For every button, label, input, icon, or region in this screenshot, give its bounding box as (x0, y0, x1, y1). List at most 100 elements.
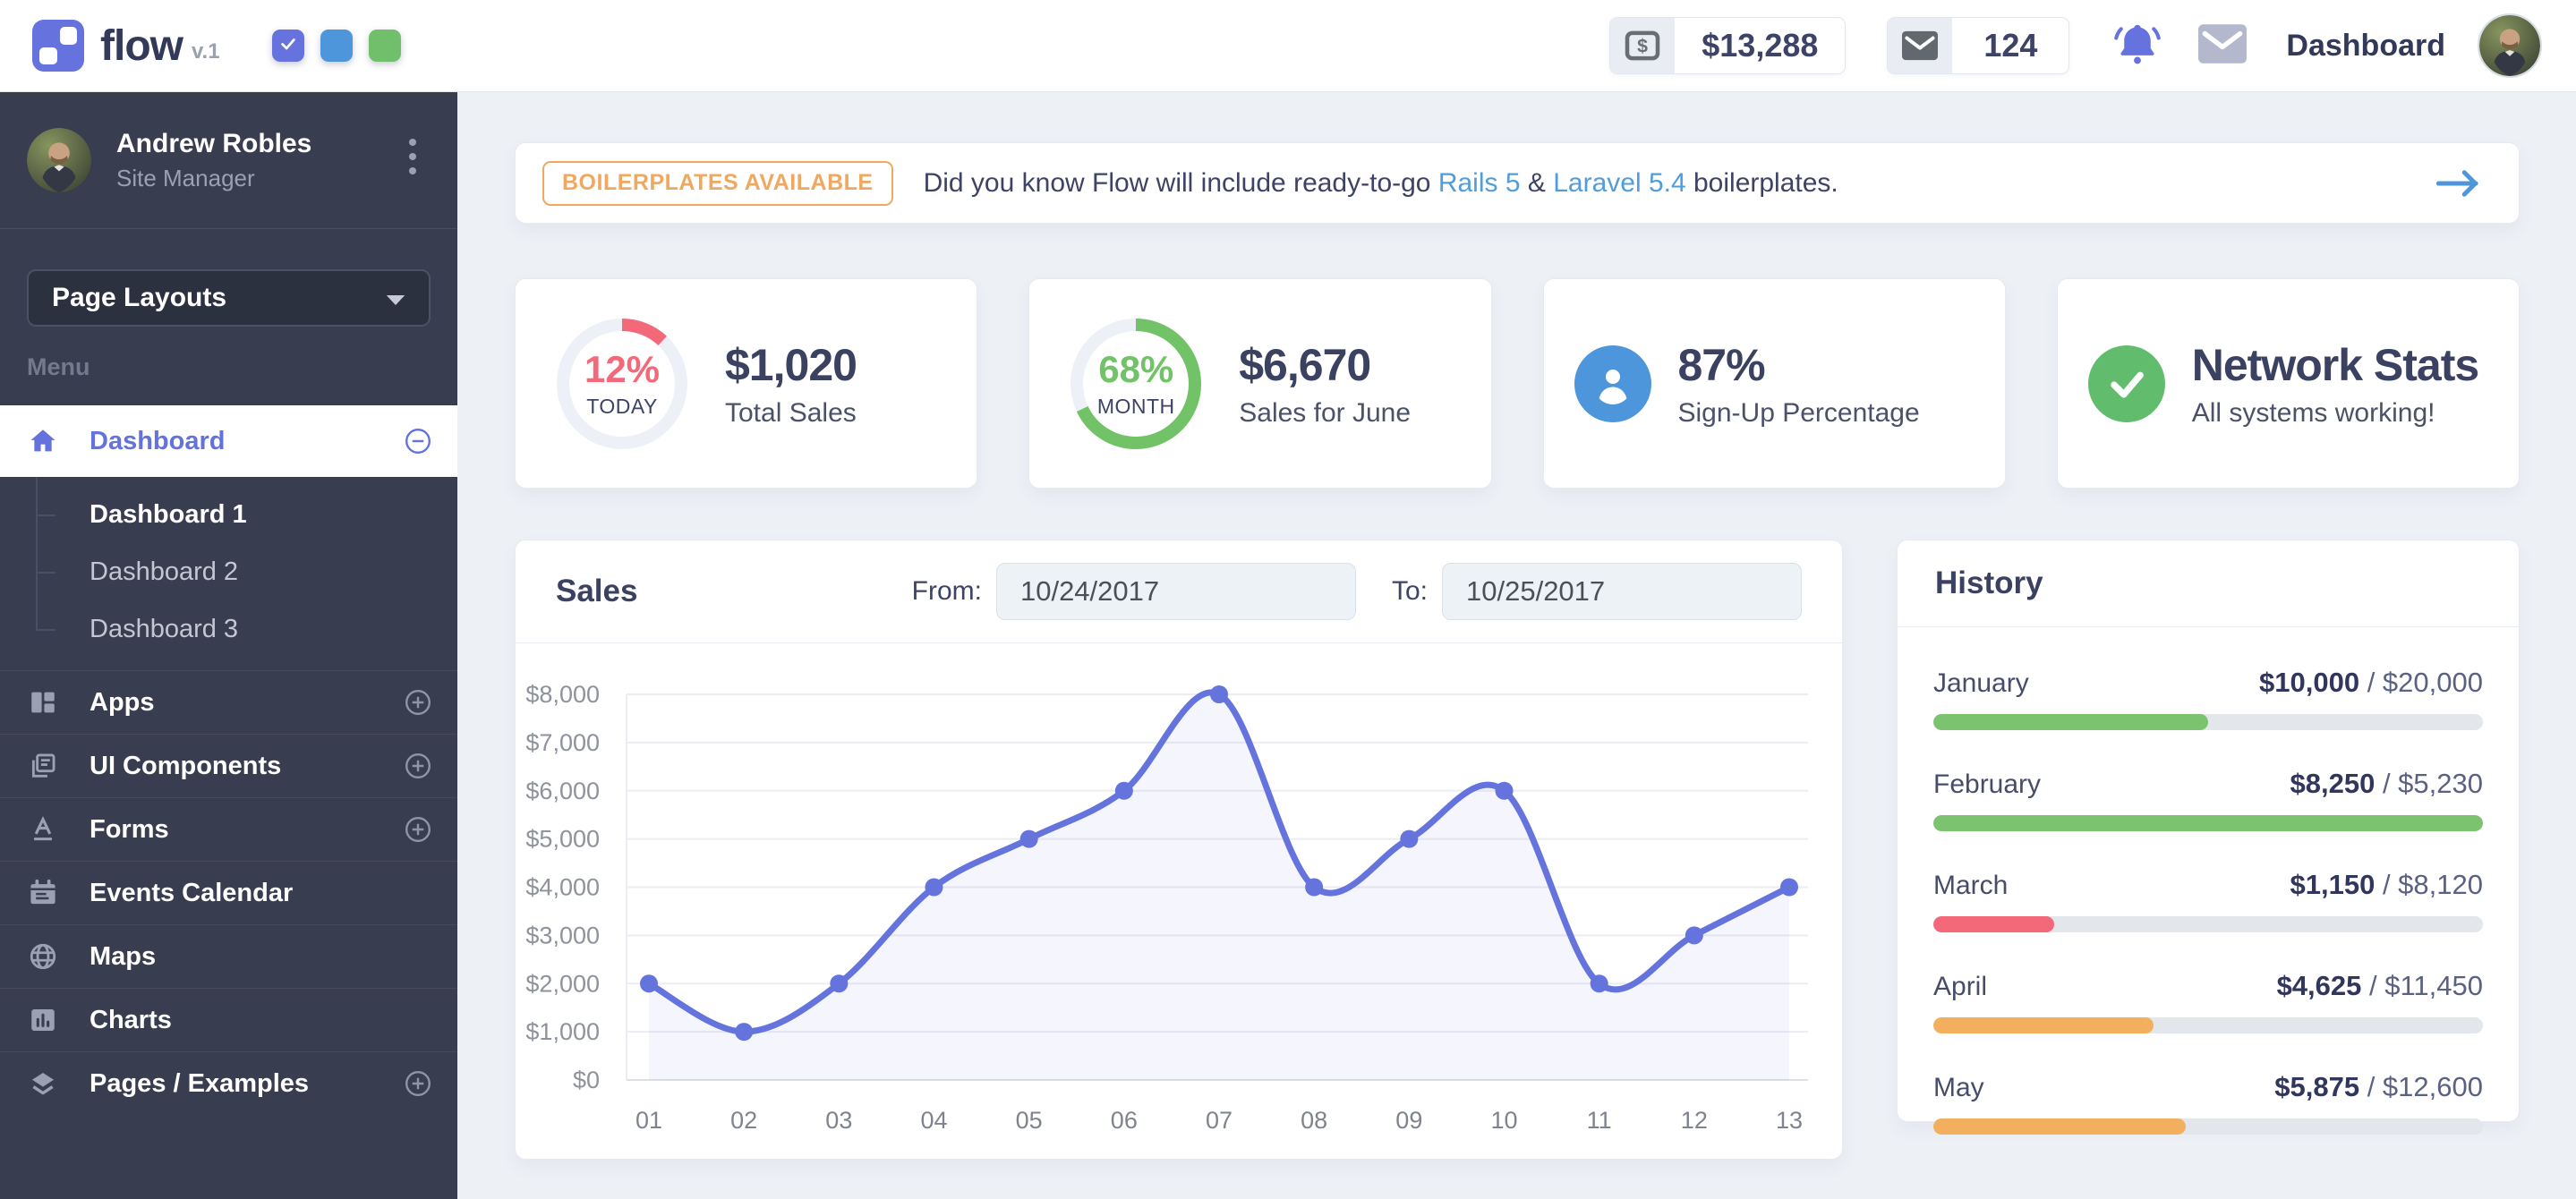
sidebar-item-dashboard-3[interactable]: Dashboard 3 (0, 600, 457, 658)
submenu-dashboard: Dashboard 1 Dashboard 2 Dashboard 3 (0, 477, 457, 670)
sidebar-item-pages-examples[interactable]: Pages / Examples (0, 1051, 457, 1115)
svg-text:07: 07 (1206, 1107, 1233, 1134)
menu-item-label: Maps (90, 941, 157, 971)
sidebar: Andrew Robles Site Manager Page Layouts … (0, 92, 457, 1199)
inbox-envelope-icon[interactable] (2198, 23, 2248, 68)
svg-text:$2,000: $2,000 (525, 970, 600, 997)
logo-area: flow v.1 (0, 20, 401, 72)
sidebar-item-ui-components[interactable]: UI Components (0, 734, 457, 797)
sidebar-item-maps[interactable]: Maps (0, 924, 457, 988)
sales-panel: Sales From: To: $8,000 $7,000 $6,000 $5,000… (515, 540, 1843, 1160)
signup-card: 87% Sign-Up Percentage (1542, 278, 2006, 489)
top-header: flow v.1 $ $13,288 124 Dashboard (0, 0, 2576, 92)
calendar-icon (25, 875, 61, 911)
history-row-january: January $10,000 / $20,000 (1933, 667, 2483, 730)
svg-text:11: 11 (1587, 1107, 1612, 1134)
sales-title: Sales (556, 574, 638, 608)
banner-text-after: boilerplates. (1685, 167, 1838, 198)
to-date-input[interactable] (1442, 563, 1802, 620)
to-label: To: (1391, 576, 1428, 606)
banner-arrow-icon[interactable] (2435, 167, 2481, 200)
notifications-bell-icon[interactable] (2112, 21, 2162, 72)
plus-circle-icon[interactable] (404, 815, 432, 844)
month-progress-ring: 68% MONTH (1060, 308, 1212, 460)
ui-components-icon (25, 748, 61, 784)
laravel-link[interactable]: Laravel 5.4 (1553, 167, 1686, 198)
svg-text:$3,000: $3,000 (525, 922, 600, 948)
forms-icon (25, 812, 61, 847)
plus-circle-icon[interactable] (404, 752, 432, 780)
history-values: $5,875 / $12,600 (2274, 1071, 2483, 1102)
messages-pill[interactable]: 124 (1887, 17, 2070, 74)
plus-circle-icon[interactable] (404, 688, 432, 717)
history-month: March (1933, 871, 2009, 900)
theme-swatches (271, 30, 401, 62)
stat-cards-row: 12% TODAY $1,020 Total Sales 68% (515, 278, 2520, 489)
history-row-march: March $1,150 / $8,120 (1933, 869, 2483, 932)
month-percent: 68% (1098, 348, 1174, 390)
plus-circle-icon[interactable] (404, 1069, 432, 1098)
blue-checkbox[interactable] (320, 30, 353, 62)
globe-icon (25, 939, 61, 974)
history-row-may: May $5,875 / $12,600 (1933, 1071, 2483, 1135)
svg-text:$4,000: $4,000 (525, 874, 600, 901)
sidebar-item-dashboard-1[interactable]: Dashboard 1 (0, 486, 457, 543)
sidebar-item-charts[interactable]: Charts (0, 988, 457, 1051)
history-rows: January $10,000 / $20,000 February $8,250 /… (1898, 667, 2519, 1135)
sidebar-item-dashboard[interactable]: Dashboard (0, 405, 457, 477)
logo-text: flow (100, 21, 183, 70)
sales-panel-header: Sales From: To: (516, 540, 1842, 643)
history-progress-fill (1933, 1017, 2154, 1033)
history-progress-track (1933, 714, 2483, 730)
month-sales-card: 68% MONTH $6,670 Sales for June (1028, 278, 1492, 489)
home-icon (25, 423, 61, 459)
from-label: From: (911, 576, 982, 606)
profile-text: Andrew Robles Site Manager (116, 129, 311, 192)
history-row-april: April $4,625 / $11,450 (1933, 970, 2483, 1033)
sidebar-item-apps[interactable]: Apps (0, 670, 457, 734)
sidebar-item-events-calendar[interactable]: Events Calendar (0, 861, 457, 924)
history-progress-track (1933, 1118, 2483, 1135)
page-layouts-select[interactable]: Page Layouts (27, 269, 431, 327)
network-stats-title: Network Stats (2191, 339, 2479, 390)
menu-item-label: Pages / Examples (90, 1068, 310, 1098)
bar-chart-icon (25, 1002, 61, 1038)
submenu-item-label: Dashboard 3 (90, 614, 239, 643)
today-sales-card: 12% TODAY $1,020 Total Sales (515, 278, 978, 489)
balance-pill[interactable]: $ $13,288 (1609, 17, 1847, 74)
svg-text:04: 04 (920, 1107, 947, 1134)
svg-text:$0: $0 (573, 1067, 600, 1093)
signup-percent: 87% (1677, 339, 1766, 390)
network-stats-card: Network Stats All systems working! (2056, 278, 2520, 489)
profile-block: Andrew Robles Site Manager (0, 92, 457, 229)
svg-text:01: 01 (635, 1107, 662, 1134)
profile-options-icon[interactable] (404, 133, 422, 180)
history-progress-track (1933, 1017, 2483, 1033)
svg-text:10: 10 (1490, 1107, 1517, 1134)
svg-text:02: 02 (730, 1107, 757, 1134)
sidebar-menu: Dashboard Dashboard 1 Dashboard 2 Dashboard… (0, 405, 457, 1115)
svg-text:06: 06 (1111, 1107, 1138, 1134)
sales-line-chart: $8,000 $7,000 $6,000 $5,000 $4,000 $3,000 $2,0… (525, 681, 1808, 1134)
sidebar-item-forms[interactable]: Forms (0, 797, 457, 861)
green-checkbox[interactable] (368, 30, 401, 62)
balance-value: $13,288 (1702, 27, 1819, 64)
main-content: BOILERPLATES AVAILABLE Did you know Flow… (457, 92, 2576, 1199)
svg-text:$8,000: $8,000 (525, 681, 600, 708)
menu-item-label: Events Calendar (90, 878, 294, 907)
history-progress-fill (1933, 916, 2055, 932)
rails-link[interactable]: Rails 5 (1437, 167, 1521, 198)
svg-text:$: $ (1637, 35, 1648, 56)
from-date-input[interactable] (995, 563, 1356, 620)
svg-text:$6,000: $6,000 (525, 778, 600, 804)
today-label: TODAY (586, 395, 658, 418)
sidebar-item-dashboard-2[interactable]: Dashboard 2 (0, 543, 457, 600)
user-name: Andrew Robles (116, 128, 312, 158)
minus-circle-icon[interactable] (404, 427, 432, 455)
history-progress-fill (1933, 815, 2483, 831)
purple-checkbox[interactable] (271, 30, 304, 62)
svg-text:12: 12 (1681, 1107, 1708, 1134)
sidebar-avatar[interactable] (27, 128, 91, 192)
user-avatar[interactable] (2478, 13, 2542, 78)
